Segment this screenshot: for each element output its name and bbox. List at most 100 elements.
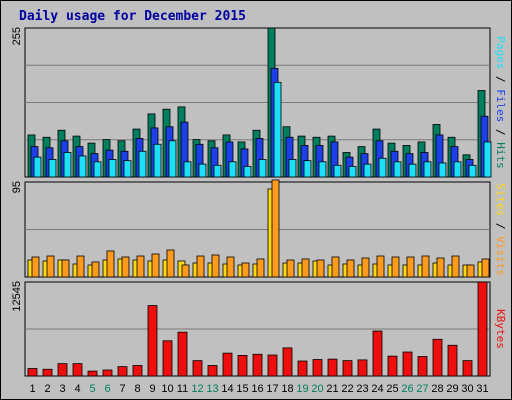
x-label-day: 24 <box>371 383 383 395</box>
bar-visits-day-25 <box>391 256 400 278</box>
x-label-day: 26 <box>401 383 413 395</box>
x-label-day: 6 <box>104 383 110 395</box>
bar-visits-day-26 <box>406 256 415 278</box>
bar-visits-day-8 <box>136 255 145 278</box>
bar-kbytes-day-11 <box>177 331 188 377</box>
x-label-day: 16 <box>251 383 263 395</box>
x-label-day: 14 <box>221 383 233 395</box>
bar-kbytes-day-20 <box>312 359 323 377</box>
x-label-day: 8 <box>134 383 140 395</box>
bar-pages-day-8 <box>138 150 147 178</box>
bar-pages-day-6 <box>108 159 117 178</box>
bar-kbytes-day-4 <box>72 363 83 377</box>
x-label-day: 27 <box>416 383 428 395</box>
bar-kbytes-day-10 <box>162 340 173 377</box>
bar-pages-day-11 <box>183 161 192 178</box>
x-label-day: 20 <box>311 383 323 395</box>
bar-visits-day-17 <box>271 179 280 278</box>
legend-kbytes: KBytes <box>494 309 507 349</box>
bar-pages-day-24 <box>378 157 387 178</box>
bar-pages-day-16 <box>258 159 267 178</box>
bar-kbytes-day-17 <box>267 354 278 377</box>
bar-kbytes-day-21 <box>327 358 338 377</box>
bar-kbytes-day-22 <box>342 360 353 377</box>
legend-kbytes: KBytes <box>494 309 507 349</box>
legend-sites-visits: Sites / Visits <box>494 183 507 276</box>
bar-visits-day-14 <box>226 256 235 278</box>
x-label-day: 10 <box>161 383 173 395</box>
bar-visits-day-31 <box>481 258 490 278</box>
bar-kbytes-day-19 <box>297 360 308 377</box>
chart-title: Daily usage for December 2015 <box>19 9 246 24</box>
bar-visits-day-19 <box>301 258 310 278</box>
bar-visits-day-16 <box>256 258 265 278</box>
bar-visits-day-13 <box>211 254 220 278</box>
x-label-day: 21 <box>326 383 338 395</box>
bar-visits-day-30 <box>466 264 475 278</box>
bar-pages-day-30 <box>468 164 477 178</box>
bar-pages-day-10 <box>168 140 177 178</box>
x-label-day: 2 <box>44 383 50 395</box>
bar-pages-day-31 <box>483 141 492 178</box>
legend-pages: Pages <box>494 36 507 69</box>
bar-kbytes-day-18 <box>282 347 293 377</box>
bar-kbytes-day-12 <box>192 360 203 377</box>
x-label-day: 3 <box>59 383 65 395</box>
bar-kbytes-day-3 <box>57 363 68 377</box>
chart-panels <box>24 27 491 377</box>
bar-pages-day-22 <box>348 166 357 178</box>
bar-pages-day-5 <box>93 161 102 178</box>
bar-pages-day-4 <box>78 155 87 178</box>
bar-kbytes-day-13 <box>207 365 218 377</box>
x-label-day: 9 <box>149 383 155 395</box>
bar-pages-day-1 <box>33 156 42 178</box>
bar-kbytes-day-27 <box>417 356 428 377</box>
chart-bars <box>27 27 492 377</box>
bar-kbytes-day-6 <box>102 369 113 377</box>
bar-pages-day-26 <box>408 163 417 178</box>
bar-visits-day-11 <box>181 264 190 278</box>
x-label-day: 28 <box>431 383 443 395</box>
bar-visits-day-6 <box>106 250 115 278</box>
x-axis-labels: 1 2 3 4 5 6 7 8 9 10 11 12 13 14 15 16 17 18 19 20 21 22 23 24 2… <box>29 383 488 395</box>
x-label-day: 17 <box>266 383 278 395</box>
bar-pages-day-7 <box>123 160 132 178</box>
bar-kbytes-day-5 <box>87 370 98 377</box>
bar-pages-day-3 <box>63 152 72 178</box>
bar-pages-day-17 <box>273 81 282 178</box>
bar-visits-day-20 <box>316 259 325 278</box>
x-label-day: 18 <box>281 383 293 395</box>
bar-pages-day-2 <box>48 159 57 178</box>
bar-pages-day-27 <box>423 161 432 178</box>
bar-kbytes-day-30 <box>462 360 473 377</box>
bar-visits-day-1 <box>31 256 40 278</box>
y-max-label-kbytes: 12545 <box>11 281 23 312</box>
x-label-day: 25 <box>386 383 398 395</box>
bar-kbytes-day-28 <box>432 338 443 377</box>
bar-pages-day-20 <box>318 161 327 178</box>
right-legend-labels: Pages / Files / Hits Sites / Visits KBytes <box>494 36 507 349</box>
bar-visits-day-12 <box>196 255 205 278</box>
bar-kbytes-day-16 <box>252 353 263 377</box>
bar-visits-day-24 <box>376 255 385 278</box>
legend-sites: Sites <box>494 183 507 216</box>
bar-visits-day-28 <box>436 257 445 278</box>
bar-kbytes-day-2 <box>42 368 53 377</box>
x-label-day: 15 <box>236 383 248 395</box>
bar-pages-day-15 <box>243 166 252 178</box>
bar-visits-day-27 <box>421 255 430 278</box>
x-label-day: 1 <box>29 383 35 395</box>
bar-kbytes-day-9 <box>147 305 158 377</box>
bar-kbytes-day-29 <box>447 344 458 377</box>
x-label-day: 29 <box>446 383 458 395</box>
bar-kbytes-day-26 <box>402 351 413 377</box>
bar-pages-day-25 <box>393 161 402 178</box>
bar-pages-day-12 <box>198 163 207 178</box>
y-max-label-visits: 95 <box>11 181 23 193</box>
x-label-day: 12 <box>191 383 203 395</box>
legend-hits-files-pages: Pages / Files / Hits <box>494 36 507 169</box>
y-max-label-hits: 255 <box>11 27 23 45</box>
bar-visits-day-22 <box>346 259 355 278</box>
x-label-day: 11 <box>177 383 188 395</box>
